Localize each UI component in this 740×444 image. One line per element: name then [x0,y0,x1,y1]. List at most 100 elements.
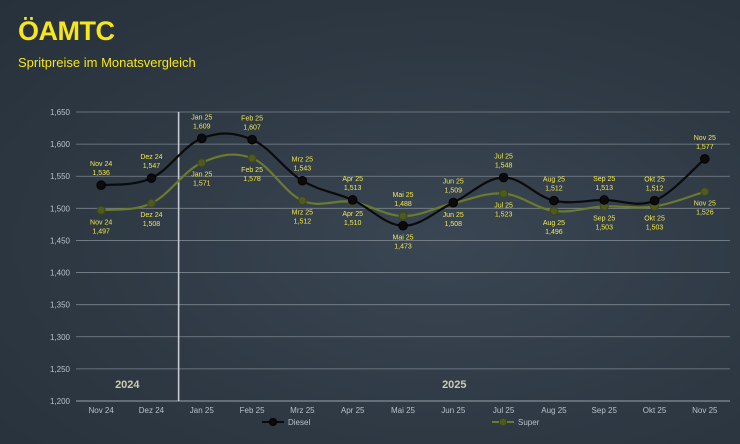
diesel-point [347,195,358,205]
y-tick-label: 1,450 [50,236,71,245]
super-data-label-month: Nov 25 [694,201,716,208]
diesel-data-label-value: 1,512 [646,186,664,193]
diesel-data-label-month: Jan 25 [191,114,212,121]
super-data-label-month: Apr 25 [342,211,363,218]
super-data-label-month: Jun 25 [443,212,464,219]
x-tick-label: Okt 25 [643,406,667,415]
x-tick-label: Jun 25 [441,406,466,415]
y-tick-label: 1,600 [50,140,71,149]
diesel-data-label-value: 1,547 [143,163,161,170]
super-data-label-value: 1,578 [243,176,261,183]
legend-super-label: Super [518,418,540,427]
diesel-point [146,173,157,183]
super-point [700,187,710,197]
super-point [499,189,509,199]
super-data-label-month: Sep 25 [593,215,615,222]
x-tick-label: Mrz 25 [290,406,315,415]
y-tick-label: 1,200 [50,397,71,406]
y-tick-label: 1,650 [50,108,71,117]
diesel-data-label-month: Jun 25 [443,179,464,186]
diesel-data-label-month: Feb 25 [241,116,263,123]
super-data-label-value: 1,526 [696,210,714,217]
diesel-point [599,195,610,205]
super-data-label-value: 1,571 [193,181,211,188]
super-data-label-value: 1,488 [394,201,412,208]
super-data-label-month: Nov 24 [90,219,112,226]
diesel-data-label-value: 1,548 [495,163,513,170]
x-tick-label: Dez 24 [139,406,165,415]
diesel-data-label-month: Apr 25 [342,176,363,183]
diesel-point [96,180,106,191]
x-tick-label: Nov 24 [88,406,114,415]
legend-super-swatch-marker [498,417,508,427]
diesel-data-label-value: 1,512 [545,186,563,193]
x-tick-label: Aug 25 [541,406,567,415]
diesel-data-label-month: Nov 25 [694,135,716,142]
super-data-label-month: Okt 25 [644,215,665,222]
super-data-label-value: 1,510 [344,220,362,227]
y-tick-label: 1,300 [50,333,71,342]
diesel-point [398,220,408,231]
diesel-data-label-month: Mai 25 [392,235,413,242]
super-point [398,211,408,221]
diesel-point [247,134,257,145]
y-tick-label: 1,400 [50,269,71,278]
diesel-data-label-value: 1,513 [595,185,613,192]
x-tick-label: Jul 25 [493,406,515,415]
y-tick-label: 1,550 [50,172,71,181]
legend-diesel-swatch-marker [268,417,278,427]
diesel-data-label-value: 1,577 [696,144,714,151]
diesel-data-label-month: Jul 25 [494,154,513,161]
year-label-2024: 2024 [115,379,140,391]
super-data-label-month: Jan 25 [191,172,212,179]
x-tick-label: Nov 25 [692,406,718,415]
diesel-data-label-month: Dez 24 [140,154,162,161]
super-data-label-value: 1,497 [92,228,110,235]
diesel-data-label-month: Nov 24 [90,161,112,168]
diesel-data-label-month: Okt 25 [644,177,665,184]
super-data-label-value: 1,496 [545,229,563,236]
super-data-label-month: Jul 25 [494,203,513,210]
diesel-data-label-value: 1,543 [294,166,312,173]
super-data-label-month: Feb 25 [241,167,263,174]
x-tick-label: Apr 25 [341,406,365,415]
diesel-data-label-month: Sep 25 [593,176,615,183]
y-tick-label: 1,250 [50,365,71,374]
diesel-data-label-value: 1,536 [92,170,110,177]
diesel-data-label-month: Mrz 25 [292,157,314,164]
diesel-point [700,154,710,164]
diesel-point [448,197,459,208]
super-data-label-month: Aug 25 [543,220,565,227]
x-tick-label: Mai 25 [391,406,416,415]
super-point [197,158,207,168]
year-label-2025: 2025 [442,379,466,391]
super-point [297,196,307,206]
diesel-point [549,195,559,206]
diesel-point [649,195,660,206]
diesel-data-label-value: 1,607 [243,125,261,132]
diesel-data-label-value: 1,473 [394,244,412,251]
x-tick-label: Feb 25 [240,406,265,415]
diesel-data-label-value: 1,609 [193,123,211,130]
super-point [96,205,106,215]
y-tick-label: 1,350 [50,301,71,310]
super-point [146,198,156,208]
super-data-label-value: 1,523 [495,212,513,219]
chart-subtitle: Spritpreise im Monatsvergleich [18,55,196,70]
super-data-label-value: 1,508 [143,221,161,228]
x-tick-label: Sep 25 [592,406,618,415]
diesel-data-label-month: Aug 25 [543,177,565,184]
super-data-label-month: Dez 24 [140,212,162,219]
diesel-point [196,133,207,144]
super-point [247,153,257,163]
x-tick-label: Jan 25 [190,406,215,415]
super-data-label-value: 1,512 [294,219,312,226]
y-tick-label: 1,500 [50,204,71,213]
diesel-data-label-value: 1,513 [344,185,362,192]
super-data-label-month: Mai 25 [392,192,413,199]
super-data-label-value: 1,503 [595,224,613,231]
super-point [549,206,559,216]
legend-diesel-label: Diesel [288,418,310,427]
